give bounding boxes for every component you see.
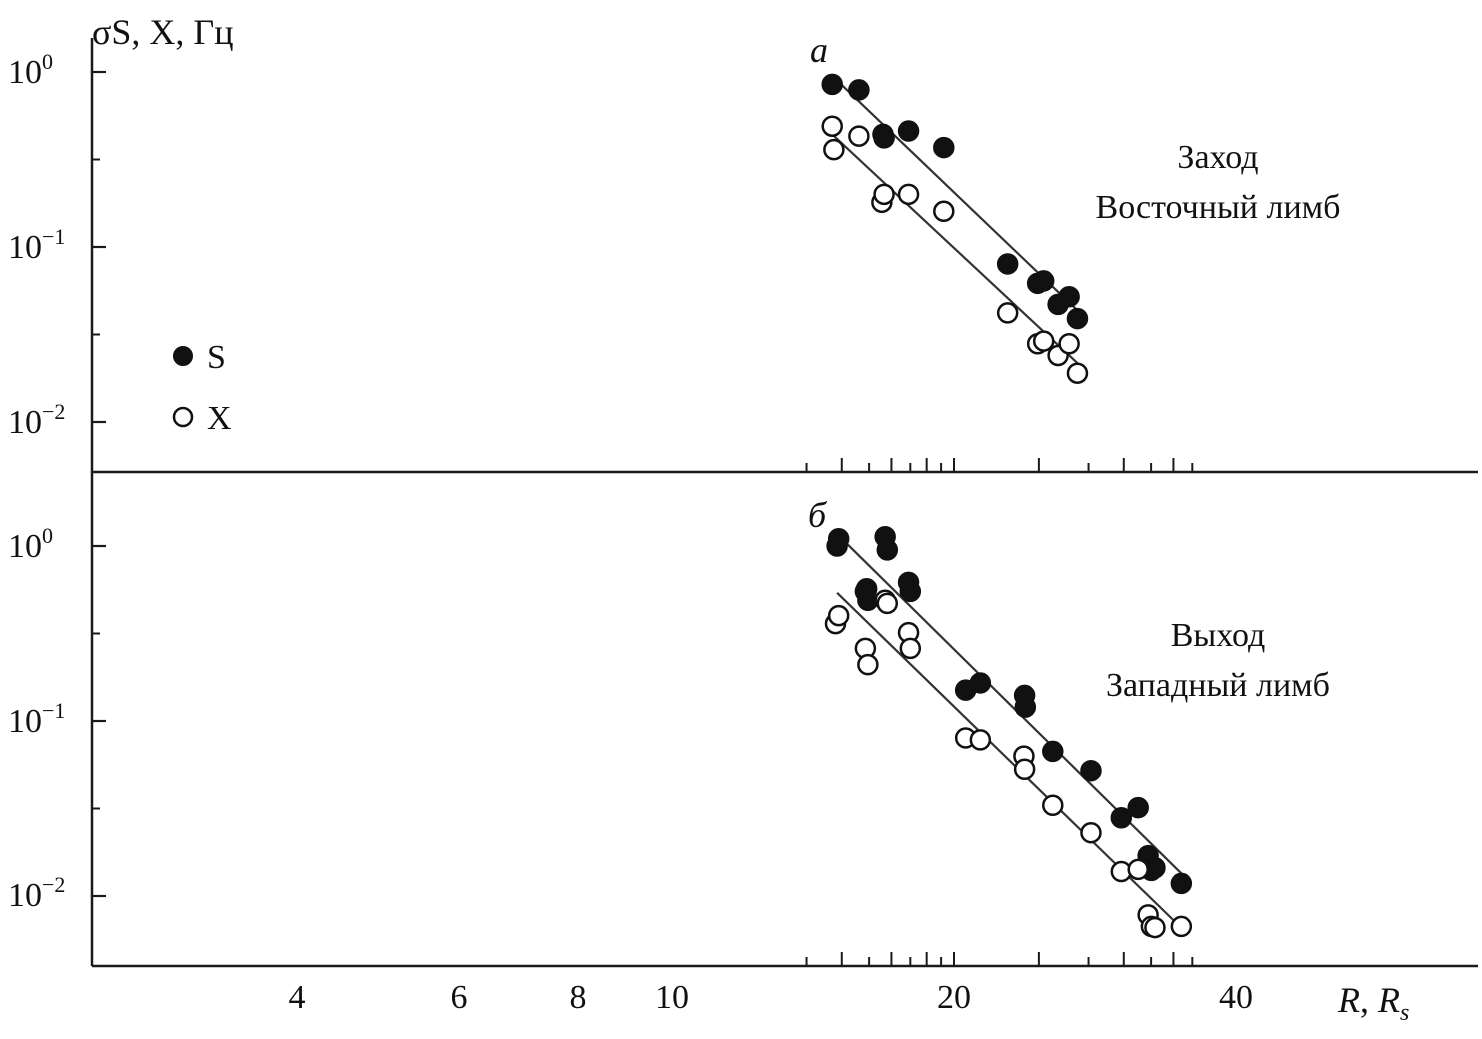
y-tick-label-bottom-1e-2: 10−2: [8, 872, 65, 914]
data-point-S-panel-1: [821, 73, 843, 96]
points-layer: [821, 73, 1193, 939]
data-point-S-panel-1: [873, 127, 895, 149]
panel-b-title-line2: Западный лимб: [1106, 667, 1330, 704]
data-point-X-panel-1: [1058, 332, 1080, 355]
data-point-S-panel-1: [1032, 270, 1055, 292]
data-point-X-panel-1: [996, 302, 1019, 324]
data-point-X-panel-1: [933, 200, 955, 223]
axes-layer: [90, 38, 1478, 968]
x-tick-label-40: 40: [1219, 979, 1253, 1016]
y-tick-label-top-1e-2: 10−2: [8, 399, 65, 441]
x-tick-label-6: 6: [451, 979, 468, 1016]
data-point-X-panel-2: [1127, 858, 1149, 881]
x-tick-label-10: 10: [655, 979, 689, 1016]
y-tick-label-bottom-1e0: 100: [8, 523, 53, 565]
data-point-S-panel-1: [1058, 285, 1080, 308]
legend-marker-X: [172, 406, 194, 428]
y-axis-label: σS, X, Гц: [92, 12, 234, 52]
panel-a-title-line1: Заход: [1177, 139, 1258, 176]
data-point-X-panel-2: [857, 653, 879, 676]
data-point-S-panel-2: [1110, 806, 1133, 829]
legend-label-S: S: [207, 339, 226, 376]
data-point-X-panel-2: [876, 592, 899, 615]
data-point-S-panel-2: [1127, 796, 1149, 819]
y-tick-label-top-1e0: 100: [8, 49, 53, 91]
data-point-S-panel-2: [1080, 759, 1102, 782]
data-point-X-panel-1: [823, 138, 845, 161]
data-point-S-panel-1: [1066, 307, 1089, 330]
data-point-X-panel-2: [899, 637, 922, 660]
panel-label-a: а: [810, 30, 828, 70]
x-tick-label-8: 8: [570, 979, 587, 1016]
fit-line-X-panel-2: [836, 592, 1184, 930]
data-point-X-panel-2: [1013, 758, 1036, 781]
data-point-X-panel-2: [1170, 915, 1193, 938]
fit-line-X-panel-1: [831, 133, 1081, 367]
legend-label-X: X: [207, 400, 232, 437]
data-point-X-panel-1: [873, 183, 895, 206]
data-point-S-panel-1: [897, 120, 920, 142]
data-point-S-panel-2: [876, 539, 899, 561]
y-tick-label-top-1e-1: 10−1: [8, 224, 65, 266]
data-point-X-panel-1: [848, 125, 870, 147]
data-point-S-panel-2: [1170, 872, 1193, 895]
x-tick-label-4: 4: [289, 979, 306, 1016]
panel-a-title-line2: Восточный лимб: [1096, 189, 1341, 226]
data-point-S-panel-1: [933, 136, 955, 159]
data-point-X-panel-2: [1042, 794, 1064, 817]
data-point-X-panel-1: [1032, 330, 1055, 352]
data-point-S-panel-2: [1042, 740, 1064, 763]
data-point-X-panel-1: [821, 115, 843, 137]
data-point-X-panel-2: [827, 604, 850, 627]
data-point-S-panel-2: [827, 528, 850, 550]
data-point-S-panel-2: [899, 580, 922, 603]
data-point-X-panel-2: [969, 729, 992, 751]
panel-label-b: б: [808, 495, 828, 535]
data-point-X-panel-2: [1144, 916, 1166, 939]
data-point-S-panel-2: [1014, 696, 1037, 718]
data-point-X-panel-2: [1080, 821, 1102, 844]
data-point-X-panel-1: [1066, 362, 1089, 384]
y-tick-label-bottom-1e-1: 10−1: [8, 698, 65, 740]
data-point-S-panel-1: [848, 79, 870, 101]
data-point-S-panel-2: [969, 672, 992, 694]
data-point-S-panel-1: [996, 253, 1019, 275]
x-axis-label: R, Rs: [1337, 980, 1409, 1026]
panel-b-title-line1: Выход: [1171, 617, 1266, 654]
legend-marker-S: [173, 346, 193, 366]
x-tick-label-20: 20: [937, 979, 971, 1016]
data-point-X-panel-1: [897, 183, 920, 206]
